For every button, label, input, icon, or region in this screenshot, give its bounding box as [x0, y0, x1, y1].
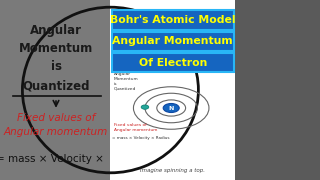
Text: Bohr's Atomic Model: Bohr's Atomic Model	[110, 15, 236, 25]
Text: Angular momentum: Angular momentum	[4, 127, 108, 137]
FancyBboxPatch shape	[112, 53, 234, 72]
Text: Fixed values of: Fixed values of	[17, 113, 95, 123]
Text: Momentum: Momentum	[19, 42, 93, 55]
FancyBboxPatch shape	[110, 0, 235, 180]
FancyBboxPatch shape	[112, 32, 234, 51]
Circle shape	[163, 103, 179, 112]
FancyBboxPatch shape	[112, 10, 234, 30]
Text: Angular: Angular	[30, 24, 82, 37]
Text: Fixed values of
Angular momentum: Fixed values of Angular momentum	[114, 123, 157, 132]
Text: Quantized: Quantized	[22, 80, 90, 93]
Text: Imagine spinning a top.: Imagine spinning a top.	[140, 168, 205, 173]
Text: Angular
Momentum
is
Quantized: Angular Momentum is Quantized	[114, 72, 138, 91]
Text: Of Electron: Of Electron	[139, 58, 207, 68]
Circle shape	[141, 105, 149, 109]
Text: = mass × Velocity ×: = mass × Velocity ×	[0, 154, 104, 164]
Text: is: is	[51, 60, 61, 73]
Text: = mass × Velocity × Radius: = mass × Velocity × Radius	[112, 136, 170, 140]
Text: Angular Momentum: Angular Momentum	[113, 36, 233, 46]
Text: N: N	[169, 105, 174, 111]
FancyBboxPatch shape	[235, 0, 320, 180]
